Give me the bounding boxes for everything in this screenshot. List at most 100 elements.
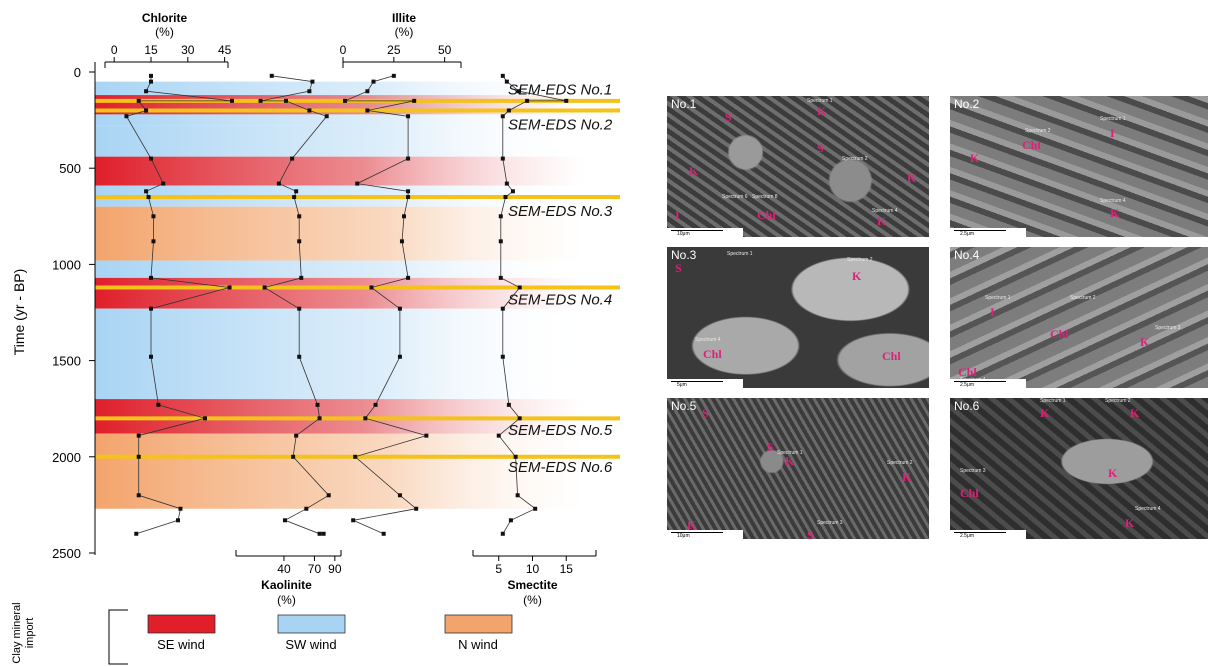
data-point bbox=[508, 518, 513, 523]
data-point bbox=[262, 285, 267, 290]
data-point bbox=[517, 416, 522, 421]
mineral-label: K bbox=[689, 164, 699, 178]
series-title: Illite bbox=[392, 11, 416, 25]
x-tick-label: 15 bbox=[560, 562, 574, 576]
data-point bbox=[355, 181, 360, 186]
data-point bbox=[414, 506, 419, 511]
data-point bbox=[506, 108, 511, 113]
scale-bar-label: 2.5μm bbox=[960, 533, 974, 539]
sem-panel-label: No.1 bbox=[671, 97, 697, 111]
legend-label: SE wind bbox=[157, 637, 205, 652]
legend-swatch bbox=[444, 614, 513, 634]
spectrum-label: Spectrum 4 bbox=[1100, 198, 1126, 204]
data-point bbox=[406, 195, 411, 200]
mineral-label: I bbox=[990, 305, 995, 319]
y-tick-label: 500 bbox=[59, 161, 81, 176]
y-tick-label: 2000 bbox=[52, 450, 81, 465]
series-kaolinite: 40 70 90 Kaolinite(%) bbox=[235, 73, 342, 607]
mineral-label: Chl bbox=[958, 365, 977, 379]
mineral-label: K bbox=[1040, 406, 1050, 420]
y-axis-title: Time (yr - BP) bbox=[11, 269, 27, 356]
data-point bbox=[282, 518, 287, 523]
spectrum-label: Spectrum 4 bbox=[1135, 506, 1161, 512]
x-tick-label: 25 bbox=[387, 43, 401, 57]
sem-panel: No.6 Spectrum 1 Spectrum 2 Spectrum 3 Spectr… bbox=[950, 398, 1208, 539]
wind-band bbox=[95, 260, 585, 278]
data-point bbox=[149, 73, 153, 78]
mineral-label: K bbox=[1140, 335, 1150, 349]
data-point bbox=[406, 114, 411, 119]
data-point bbox=[134, 531, 139, 536]
scale-bar-line bbox=[954, 230, 1006, 231]
mineral-label: K bbox=[1108, 466, 1118, 480]
mineral-label: S bbox=[817, 141, 824, 155]
spectrum-label: Spectrum 2 bbox=[1105, 398, 1131, 404]
y-tick-label: 0 bbox=[74, 65, 81, 80]
data-point bbox=[424, 433, 429, 438]
data-point bbox=[371, 79, 376, 84]
data-point bbox=[269, 73, 274, 78]
data-point bbox=[297, 239, 302, 244]
spectrum-label: Spectrum 3 bbox=[1155, 325, 1181, 331]
data-point bbox=[513, 454, 518, 459]
data-point bbox=[151, 239, 156, 244]
x-tick-label: 15 bbox=[144, 43, 158, 57]
data-point bbox=[292, 195, 297, 200]
data-point bbox=[525, 98, 530, 103]
data-point bbox=[506, 402, 511, 407]
series-unit: (%) bbox=[395, 25, 414, 39]
data-point bbox=[176, 518, 180, 523]
mineral-label: Chl bbox=[1050, 327, 1069, 341]
sem-eds-label: SEM-EDS No.4 bbox=[508, 291, 612, 308]
data-point bbox=[504, 79, 509, 84]
spectrum-label: Spectrum 6 bbox=[722, 194, 748, 200]
data-point bbox=[203, 416, 207, 421]
mineral-label: I bbox=[675, 208, 680, 222]
sem-panel-label: No.2 bbox=[954, 97, 980, 111]
scale-bar: 5μm bbox=[667, 379, 743, 388]
sem-eds-label: SEM-EDS No.5 bbox=[508, 422, 613, 439]
data-point bbox=[397, 493, 402, 498]
data-point bbox=[151, 214, 156, 219]
data-point bbox=[294, 433, 299, 438]
data-point bbox=[391, 73, 396, 78]
scale-bar: 2.5μm bbox=[950, 379, 1026, 388]
spectrum-label: Spectrum 1 bbox=[1100, 116, 1126, 122]
x-tick-label: 50 bbox=[438, 43, 452, 57]
data-point bbox=[515, 493, 520, 498]
data-point bbox=[503, 195, 508, 200]
legend-bracket bbox=[108, 609, 128, 665]
data-point bbox=[365, 89, 370, 94]
mineral-label: K bbox=[902, 470, 912, 484]
spectrum-label: Spectrum 2 bbox=[847, 257, 873, 263]
data-point bbox=[149, 354, 153, 359]
data-point bbox=[315, 402, 320, 407]
spectrum-label: Spectrum 4 bbox=[872, 208, 898, 214]
wind-band bbox=[95, 277, 585, 309]
scale-bar: 2.5μm bbox=[950, 530, 1026, 539]
spectrum-label: Spectrum 1 bbox=[807, 98, 833, 104]
data-point bbox=[500, 114, 505, 119]
scale-bar-line bbox=[954, 381, 1006, 382]
mineral-label: K bbox=[852, 269, 862, 283]
data-point bbox=[136, 98, 141, 103]
data-point bbox=[136, 493, 141, 498]
data-point bbox=[351, 518, 356, 523]
spectrum-label: Spectrum 3 bbox=[817, 520, 843, 526]
data-point bbox=[533, 506, 538, 511]
sem-panel: No.1 Spectrum 1 Spectrum 2 Spectrum 4 Spectr… bbox=[667, 96, 929, 237]
data-point bbox=[299, 275, 304, 280]
data-point bbox=[498, 275, 503, 280]
data-point bbox=[365, 108, 370, 113]
sem-panel-label: No.4 bbox=[954, 248, 980, 262]
legend-swatch bbox=[147, 614, 216, 634]
wind-band bbox=[95, 433, 585, 509]
sem-eds-labels: SEM-EDS No.1 SEM-EDS No.2 SEM-EDS No.3 SEM-… bbox=[508, 82, 613, 476]
x-tick-label: 45 bbox=[218, 43, 232, 57]
data-point bbox=[353, 454, 358, 459]
data-point bbox=[517, 89, 521, 94]
data-point bbox=[317, 531, 322, 536]
